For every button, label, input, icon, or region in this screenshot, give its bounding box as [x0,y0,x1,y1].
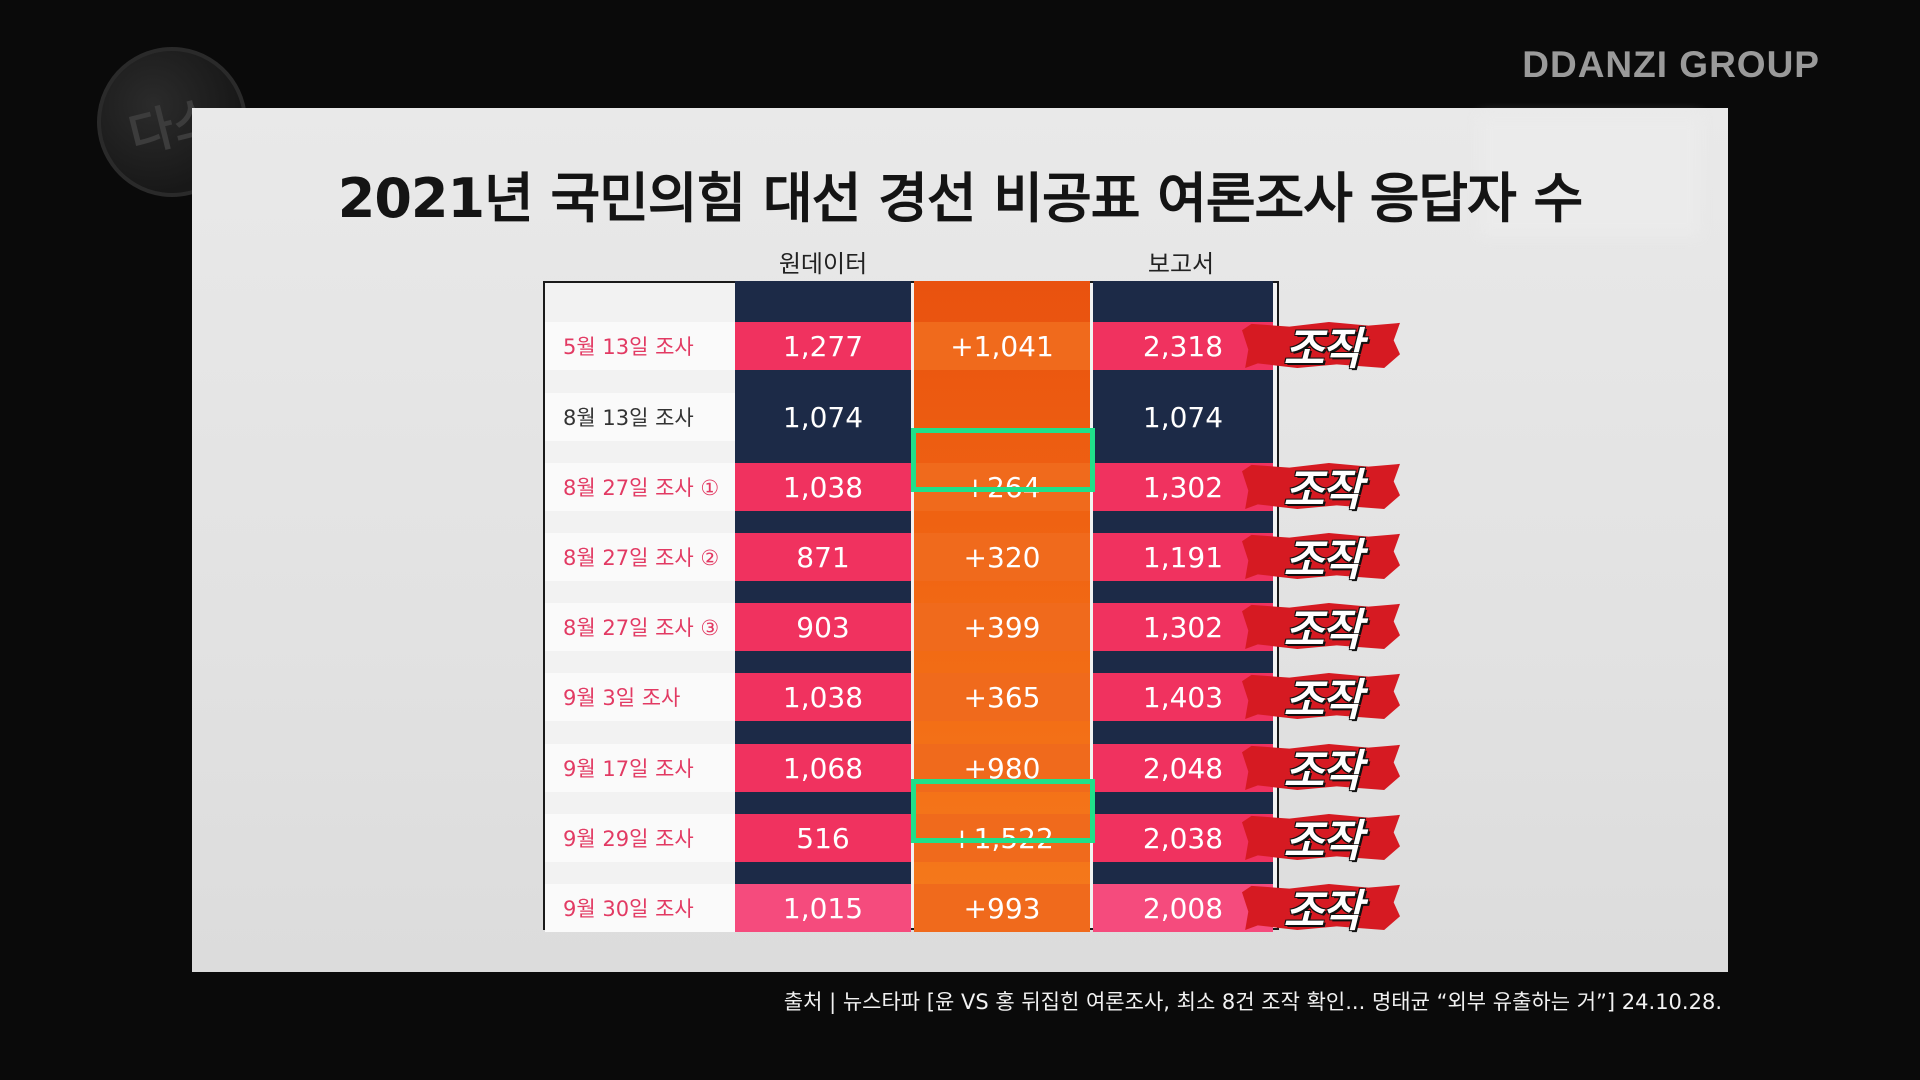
highlight-box-2 [911,779,1095,843]
stamp-text: 조작 [1283,535,1363,586]
column-header-raw: 원데이터 [778,250,868,278]
stamp-text: 조작 [1283,886,1363,937]
raw-value: 1,038 [735,673,911,721]
brush-stroke [1242,884,1400,930]
raw-value: 1,038 [735,463,911,511]
raw-value: 903 [735,603,911,651]
brush-stroke [1242,463,1400,509]
manipulation-stamp: 조작 [1242,316,1402,375]
brush-stroke [1242,533,1400,579]
chart-panel: 2021년 국민의힘 대선 경선 비공표 여론조사 응답자 수 원데이터 보고서… [192,108,1728,972]
manipulation-stamp: 조작 [1242,738,1402,797]
stamp-text: 조작 [1283,605,1363,656]
row-label: 9월 30일 조사 [545,884,735,932]
row-label: 5월 13일 조사 [545,322,735,370]
brush-stroke [1242,322,1400,368]
brush-stroke [1242,673,1400,719]
report-value: 1,074 [1142,400,1224,434]
manipulation-stamp: 조작 [1242,667,1402,726]
raw-value: 1,074 [782,400,864,434]
manipulation-stamp: 조작 [1242,878,1402,937]
brand-watermark: DDANZI GROUP [1522,44,1820,85]
highlight-box-1 [911,428,1095,492]
chart-title: 2021년 국민의힘 대선 경선 비공표 여론조사 응답자 수 [337,167,1584,230]
raw-value: 1,068 [735,744,911,792]
diff-value: +1,041 [914,322,1090,370]
raw-value: 1,277 [735,322,911,370]
stamp-text: 조작 [1283,746,1363,797]
stamp-text: 조작 [1283,465,1363,516]
diff-value: +365 [914,673,1090,721]
raw-value: 516 [735,814,911,862]
raw-value: 1,015 [735,884,911,932]
manipulation-stamp: 조작 [1242,457,1402,516]
row-label: 9월 17일 조사 [545,744,735,792]
row-label: 9월 29일 조사 [545,814,735,862]
manipulation-stamp: 조작 [1242,597,1402,656]
manipulation-stamp: 조작 [1242,808,1402,867]
brush-stroke [1242,603,1400,649]
brush-stroke [1242,744,1400,790]
report-value: 2,008 [1093,884,1273,932]
row-label: 8월 27일 조사 ② [545,533,735,581]
row-label: 9월 3일 조사 [545,673,735,721]
row-label: 8월 27일 조사 ① [545,463,735,511]
manipulation-stamp: 조작 [1242,527,1402,586]
diff-value: +993 [914,884,1090,932]
diff-value: +399 [914,603,1090,651]
stamp-text: 조작 [1283,324,1363,375]
row-label: 8월 13일 조사 [545,393,735,441]
column-header-report: 보고서 [1147,250,1215,278]
source-caption: 출처 | 뉴스타파 [윤 VS 홍 뒤집힌 여론조사, 최소 8건 조작 확인.… [783,990,1722,1014]
stamp-text: 조작 [1283,816,1363,867]
diff-value: +320 [914,533,1090,581]
row-label: 8월 27일 조사 ③ [545,603,735,651]
brush-stroke [1242,814,1400,860]
stamp-text: 조작 [1283,675,1363,726]
raw-value: 871 [735,533,911,581]
blurred-area [1480,116,1700,236]
